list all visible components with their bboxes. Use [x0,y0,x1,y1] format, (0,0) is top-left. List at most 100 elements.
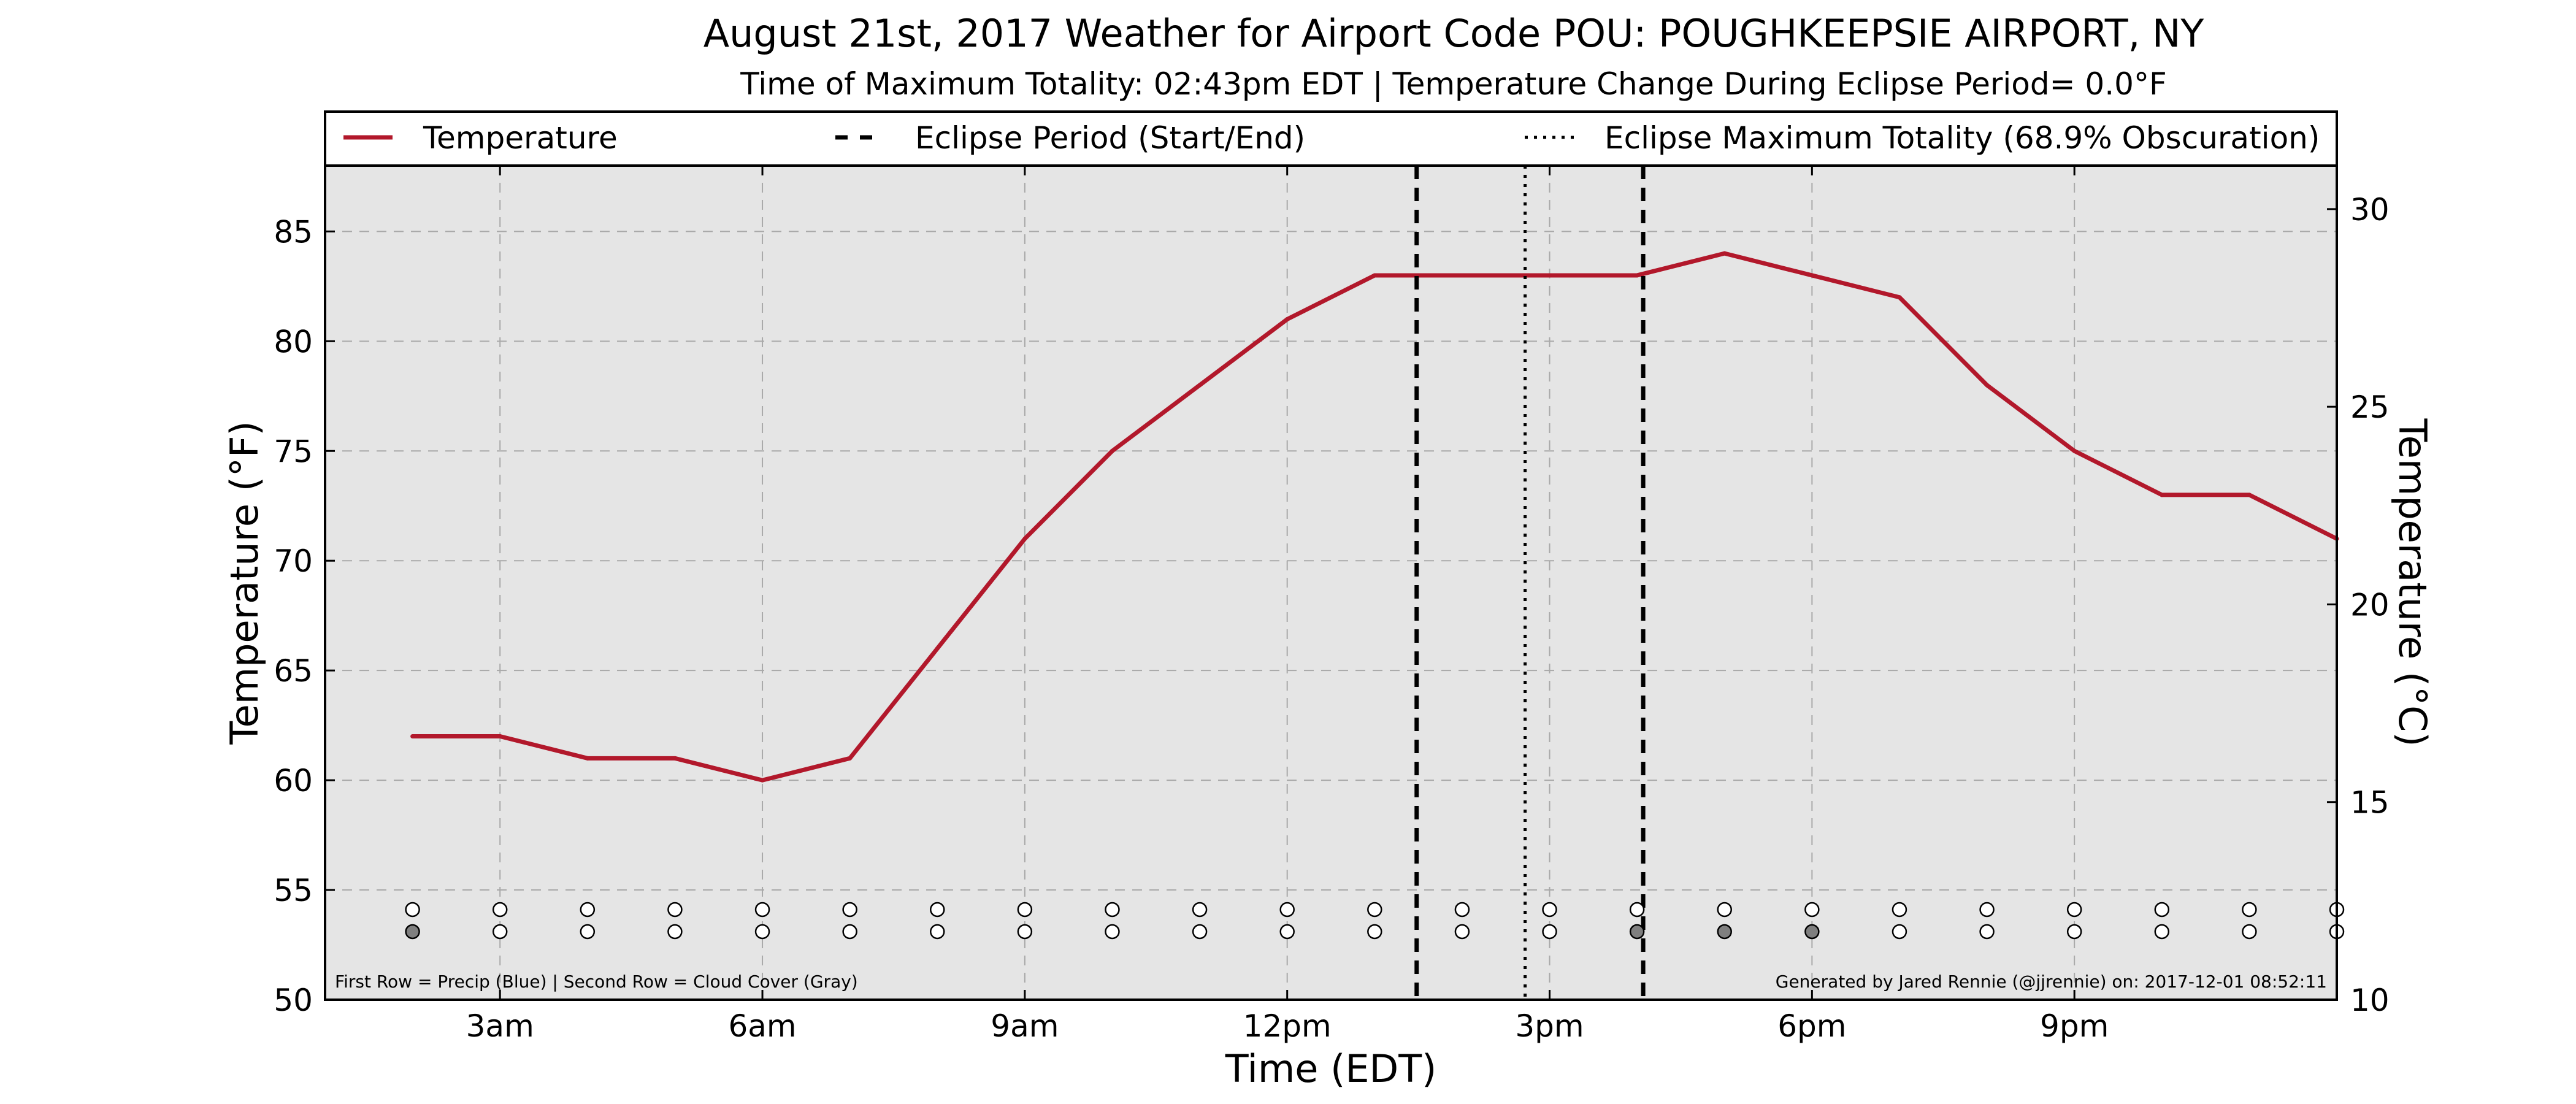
temperature-point [1722,251,1727,256]
grid-lines [325,166,2337,1000]
temperature-point [410,734,415,739]
precip-marker [1804,902,1820,918]
cloud-cover-marker [2154,924,2170,940]
temperature-point [1022,536,1027,541]
temperature-point [1635,273,1639,278]
precip-marker [1367,902,1382,918]
cloud-cover-marker [842,924,857,940]
y-tick-label: 55 [274,873,313,908]
chart-title: August 21st, 2017 Weather for Airport Co… [703,11,2204,56]
legend-eclipse-max-label: Eclipse Maximum Totality (68.9% Obscurat… [1604,120,2320,156]
x-tick-label: 12pm [1243,1008,1332,1044]
precip-marker [1454,902,1470,918]
precip-marker [2242,902,2257,918]
legend-box [324,110,2338,167]
precip-marker [2066,902,2082,918]
y-tick-label: 70 [274,543,313,579]
cloud-cover-marker [1542,924,1557,940]
precip-marker [1717,902,1732,918]
plot-frame [324,164,2338,1001]
y-tick-label: 85 [274,214,313,250]
y-right-tick-label: 30 [2350,192,2390,228]
temperature-point [1110,448,1114,453]
temperature-point [1809,273,1814,278]
temperature-point [497,734,502,739]
temperature-point [760,778,765,783]
y-axis-label-right: Temperature (°C) [2390,418,2435,746]
x-tick-label: 9am [991,1008,1059,1044]
y-axis-label-left: Temperature (°F) [222,421,267,745]
temperature-point [2160,493,2164,497]
temperature-point [1372,273,1377,278]
series-layer [410,251,2339,783]
y-tick-label: 65 [274,653,313,689]
temperature-point [2247,493,2252,497]
precip-marker [1892,902,1907,918]
precip-marker [667,902,683,918]
footnote-right: Generated by Jared Rennie (@jjrennie) on… [1776,972,2327,992]
precip-marker [1629,902,1645,918]
temperature-point [1460,273,1465,278]
legend-temperature-label: Temperature [423,120,618,156]
plot-area [325,166,2337,1000]
cloud-cover-marker [2066,924,2082,940]
temperature-point [672,756,677,761]
temperature-point [585,756,590,761]
y-tick-label: 50 [274,983,313,1018]
y-right-tick-label: 15 [2350,785,2390,821]
y-tick-label: 80 [274,324,313,359]
cloud-cover-marker [580,924,596,940]
temperature-point [935,646,940,651]
precip-marker [1542,902,1557,918]
eclipse-lines [1414,166,1646,1000]
footnote-left: First Row = Precip (Blue) | Second Row =… [335,972,858,992]
precip-marker [1279,902,1295,918]
cloud-cover-marker [1192,924,1208,940]
precip-marker [1105,902,1120,918]
indicator-rows [405,902,2345,940]
x-tick-label: 6pm [1777,1008,1846,1044]
y-tick-label: 75 [274,434,313,469]
cloud-cover-marker [1892,924,1907,940]
cloud-cover-marker [930,924,945,940]
axis-ticks: 3am 6am 9am 12pm 3pm 6pm 9pm 50 55 60 65 70 75 80 85 10… [274,166,2390,1044]
legend-eclipse-period-label: Eclipse Period (Start/End) [915,120,1305,156]
precip-marker [842,902,857,918]
temperature-point [1547,273,1552,278]
precip-marker [580,902,596,918]
precip-marker [405,902,420,918]
cloud-cover-marker [2242,924,2257,940]
x-tick-label: 3pm [1515,1008,1584,1044]
cloud-cover-marker [1367,924,1382,940]
temperature-point [2072,448,2077,453]
precip-marker [2154,902,2170,918]
x-tick-label: 3am [466,1008,534,1044]
y-right-tick-label: 10 [2350,983,2390,1018]
cloud-cover-marker [667,924,683,940]
y-right-tick-label: 20 [2350,587,2390,623]
cloud-cover-marker [1717,924,1732,940]
temperature-point [1985,383,1990,388]
precip-marker [1017,902,1033,918]
precip-marker [1192,902,1208,918]
precip-marker [930,902,945,918]
cloud-cover-marker [1279,924,1295,940]
x-axis-label: Time (EDT) [1225,1046,1437,1091]
cloud-cover-marker [1629,924,1645,940]
cloud-cover-marker [1017,924,1033,940]
cloud-cover-marker [1979,924,1995,940]
precip-marker [492,902,508,918]
y-right-tick-label: 25 [2350,389,2390,425]
temperature-point [1897,295,1902,300]
y-tick-label: 60 [274,763,313,799]
cloud-cover-marker [405,924,420,940]
temperature-point [848,756,853,761]
x-tick-label: 6am [728,1008,796,1044]
chart-subtitle: Time of Maximum Totality: 02:43pm EDT | … [740,66,2167,102]
cloud-cover-marker [492,924,508,940]
cloud-cover-marker [754,924,770,940]
cloud-cover-marker [1105,924,1120,940]
precip-marker [1979,902,1995,918]
